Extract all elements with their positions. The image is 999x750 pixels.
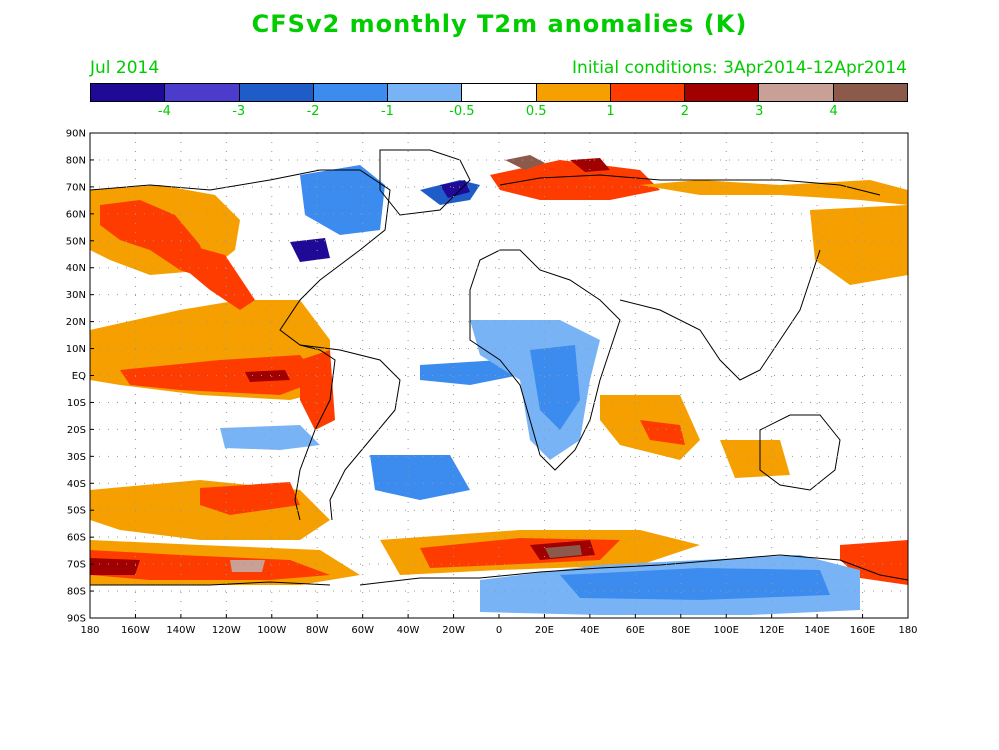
- hot-core-tropical-pacific: [245, 370, 290, 382]
- warm-anomaly-north-pacific-west: [810, 205, 908, 285]
- warm-anomaly-peru-coast: [300, 350, 335, 430]
- hot-core-southern-ocean-west: [90, 558, 140, 575]
- latitude-label: 20N: [66, 317, 86, 328]
- forecast-month: Jul 2014: [90, 58, 160, 78]
- color-legend-swatch: [685, 84, 760, 101]
- coastlines: [90, 149, 908, 586]
- cold-anomaly-canada: [300, 165, 385, 235]
- cold-core-africa: [530, 345, 580, 430]
- cold-anomaly-south-pacific: [220, 425, 320, 450]
- longitude-label: 140E: [804, 625, 829, 636]
- longitude-label: 80W: [306, 625, 329, 636]
- color-legend-swatch: [388, 84, 463, 101]
- initial-conditions: Initial conditions: 3Apr2014-12Apr2014: [572, 58, 907, 78]
- latitude-label: 40S: [67, 479, 86, 490]
- latitude-axis: 90N 80N 70N 60N 50N 40N 30N 20N 10N EQ 10S 20S 30S 40…: [66, 129, 94, 625]
- chart-title: CFSv2 monthly T2m anomalies (K): [251, 10, 748, 38]
- cold-anomaly-south-atlantic: [370, 455, 470, 500]
- strong-warm-tropical-pacific: [120, 355, 320, 395]
- longitude-label: 20E: [535, 625, 554, 636]
- color-legend-swatch: [239, 84, 314, 101]
- longitude-label: 100E: [714, 625, 739, 636]
- longitude-label: 40E: [580, 625, 599, 636]
- longitude-label: 40W: [397, 625, 420, 636]
- latitude-label: 60N: [66, 209, 86, 220]
- hot-spot-arctic: [505, 155, 545, 170]
- warm-anomaly-northern-russia: [490, 160, 660, 200]
- latitude-label: 70S: [67, 560, 86, 571]
- color-legend-swatch: [91, 84, 166, 101]
- color-legend-label: -0.5: [449, 104, 475, 119]
- color-legend-label: 1: [606, 104, 615, 119]
- cold-core-greenland: [440, 180, 470, 198]
- warm-core-indian-ocean: [640, 420, 685, 445]
- latitude-label: 80N: [66, 155, 86, 166]
- latitude-label: 90S: [67, 614, 86, 625]
- anomaly-fields: [90, 155, 908, 615]
- latitude-label: 90N: [66, 129, 86, 140]
- longitude-label: 140W: [166, 625, 195, 636]
- longitude-label: 120E: [759, 625, 784, 636]
- longitude-label: 60E: [626, 625, 645, 636]
- latitude-label: 80S: [67, 587, 86, 598]
- color-legend-label: 2: [680, 104, 690, 119]
- hot-spot-arctic-2: [570, 158, 610, 172]
- longitude-label: 60W: [351, 625, 374, 636]
- longitude-axis: 180 160W 140W 120W 100W 80W 60W 40W 20W 0 20E 40E 60…: [80, 614, 918, 636]
- warm-anomaly-arctic-band: [640, 180, 908, 205]
- longitude-label: 100W: [257, 625, 286, 636]
- latitude-label: 10N: [66, 344, 86, 355]
- latitude-label: 30S: [67, 452, 86, 463]
- color-legend-swatch: [165, 84, 240, 101]
- color-legend-label: -1: [380, 104, 394, 119]
- color-legend-swatch: [462, 84, 537, 101]
- color-legend-label: -4: [157, 104, 171, 119]
- longitude-label: 80E: [671, 625, 690, 636]
- color-legend-label: -3: [232, 104, 246, 119]
- color-legend-swatch: [759, 84, 834, 101]
- color-legend-label: 3: [755, 104, 764, 119]
- longitude-label: 180: [80, 625, 99, 636]
- color-legend: [90, 83, 908, 102]
- longitude-label: 0: [496, 625, 502, 636]
- warm-anomaly-south-pacific-core: [200, 482, 300, 515]
- color-legend-label: 0.5: [525, 104, 547, 119]
- color-legend-swatch: [313, 84, 389, 101]
- color-legend-swatch: [536, 84, 611, 101]
- strong-warm-southern-ocean-west: [90, 550, 330, 580]
- color-legend-labels: -4 -3 -2 -1 -0.5 0.5 1 2 3 4: [0, 104, 999, 122]
- latitude-label: 50S: [67, 506, 86, 517]
- warm-anomaly-australia: [720, 440, 790, 478]
- longitude-label: 160E: [850, 625, 875, 636]
- hot-spot-southern-ocean-west: [230, 560, 265, 572]
- cold-anomaly-great-lakes: [290, 238, 330, 262]
- latitude-label: 30N: [66, 290, 86, 301]
- latitude-label: 40N: [66, 263, 86, 274]
- latitude-label: EQ: [72, 371, 86, 382]
- hot-spot-southern-ocean-east: [545, 545, 582, 558]
- longitude-label: 120W: [212, 625, 241, 636]
- cold-anomaly-tropical-atlantic: [420, 360, 520, 385]
- latitude-label: 20S: [67, 425, 86, 436]
- latitude-label: 60S: [67, 533, 86, 544]
- cold-core-antarctica: [560, 568, 830, 600]
- color-legend-label: -2: [306, 104, 320, 119]
- longitude-label: 180: [898, 625, 917, 636]
- longitude-label: 160W: [121, 625, 150, 636]
- color-legend-swatch: [833, 84, 907, 101]
- latitude-label: 10S: [67, 398, 86, 409]
- color-legend-swatch: [610, 84, 686, 101]
- warm-anomaly-west-us-coast: [170, 240, 255, 310]
- longitude-label: 20W: [442, 625, 465, 636]
- color-legend-label: 4: [829, 104, 838, 119]
- latitude-label: 50N: [66, 236, 86, 247]
- latitude-label: 70N: [66, 182, 86, 193]
